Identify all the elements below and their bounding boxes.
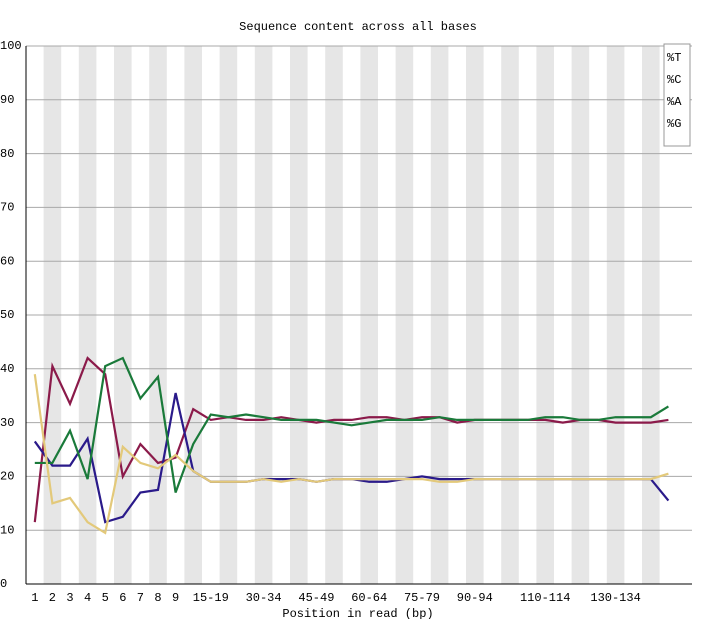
x-tick-label: 30-34 (246, 591, 282, 605)
x-tick-label: 9 (172, 591, 179, 605)
legend-entry: %G (667, 117, 681, 131)
x-tick-label: 75-79 (404, 591, 440, 605)
x-tick-label: 60-64 (351, 591, 387, 605)
x-tick-label: 2 (49, 591, 56, 605)
legend-box (663, 43, 691, 147)
chart-title: Sequence content across all bases (239, 20, 477, 34)
y-tick-label: 80 (0, 147, 14, 161)
x-tick-label: 8 (154, 591, 161, 605)
y-tick-label: 50 (0, 308, 14, 322)
line-series (34, 356, 669, 493)
x-tick-label: 15-19 (193, 591, 229, 605)
x-tick-label: 130-134 (590, 591, 640, 605)
legend-entry: %C (667, 73, 681, 87)
line-series (33, 356, 669, 523)
y-tick-label: 10 (0, 523, 14, 537)
x-tick-label: 45-49 (298, 591, 334, 605)
legend-entry: %T (667, 51, 681, 65)
x-tick-label: 6 (119, 591, 126, 605)
x-tick-label: 1 (31, 591, 38, 605)
y-tick-label: 0 (0, 577, 7, 591)
y-tick-label: 20 (0, 470, 14, 484)
x-tick-label: 4 (84, 591, 91, 605)
x-tick-label: 110-114 (520, 591, 570, 605)
y-tick-label: 70 (0, 201, 14, 215)
line-series (33, 374, 669, 535)
x-tick-label: 7 (137, 591, 144, 605)
x-tick-label: 3 (66, 591, 73, 605)
y-tick-label: 90 (0, 93, 14, 107)
x-tick-label: 5 (102, 591, 109, 605)
y-tick-label: 40 (0, 362, 14, 376)
y-tick-label: 60 (0, 254, 14, 268)
y-tick-label: 30 (0, 416, 14, 430)
legend-entry: %A (667, 95, 682, 109)
x-axis-label: Position in read (bp) (282, 607, 433, 619)
y-tick-label: 100 (0, 39, 22, 53)
x-tick-label: 90-94 (457, 591, 493, 605)
